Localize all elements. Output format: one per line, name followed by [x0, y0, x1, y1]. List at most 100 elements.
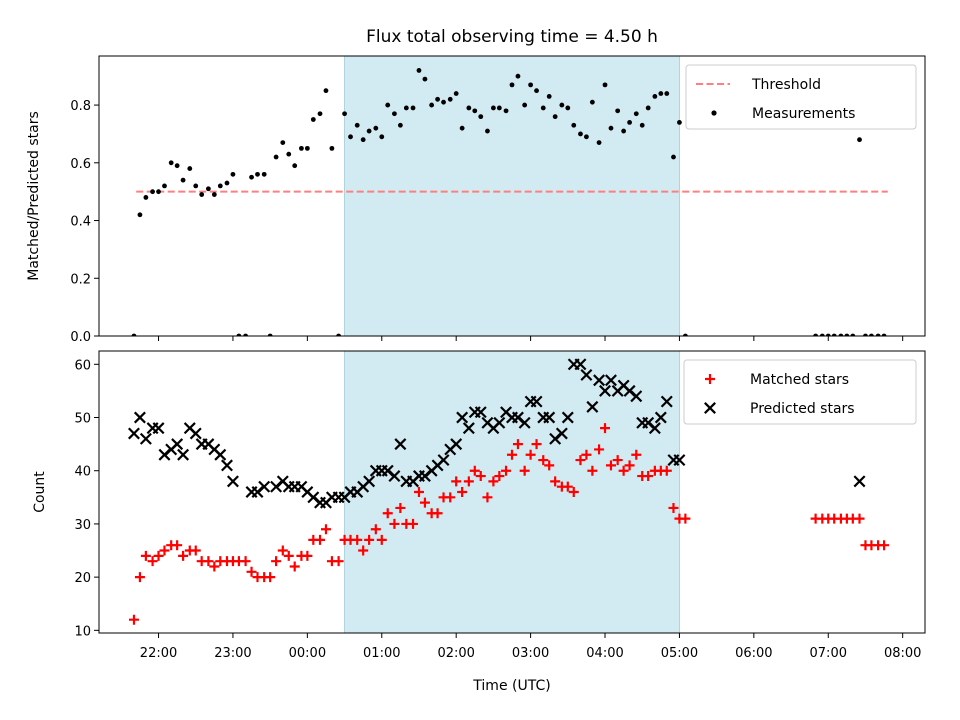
predicted-star-point: [555, 427, 568, 440]
measurement-point: [441, 99, 446, 105]
matched-star-point: [153, 550, 164, 561]
measurement-point: [329, 145, 335, 151]
predicted-star-point: [177, 448, 190, 461]
predicted-star-point: [214, 448, 227, 461]
y-tick-label: 0.2: [70, 272, 91, 287]
y-tick-label: 40: [74, 465, 91, 480]
predicted-star-point: [388, 470, 401, 483]
measurement-point: [224, 180, 230, 186]
measurement-point: [596, 140, 602, 145]
measurement-point: [813, 333, 819, 336]
measurement-point: [546, 94, 552, 99]
predicted-star-point: [437, 454, 450, 467]
matched-star-point: [661, 465, 672, 476]
measurement-point: [162, 183, 167, 189]
x-tick-label: 08:00: [884, 646, 921, 661]
y-tick-label: 10: [74, 624, 91, 639]
matched-star-point: [568, 487, 579, 497]
matched-star-point: [445, 492, 456, 503]
matched-star-point: [612, 455, 623, 466]
matched-star-point: [854, 513, 865, 524]
legend-label: Measurements: [752, 106, 855, 122]
measurement-point: [819, 333, 825, 336]
measurement-point: [156, 189, 161, 195]
measurement-point: [682, 333, 688, 336]
matched-star-point: [333, 556, 344, 567]
measurement-point: [658, 91, 664, 96]
matched-star-point: [475, 471, 486, 482]
matched-star-point: [320, 524, 331, 535]
predicted-star-point: [561, 411, 574, 424]
measurement-point: [838, 333, 844, 336]
measurement-point: [410, 105, 416, 111]
measurement-point: [317, 111, 323, 117]
measurement-point: [137, 212, 143, 218]
measurement-point: [639, 122, 645, 128]
measurement-point: [863, 333, 868, 336]
y-tick-label: 30: [74, 518, 91, 533]
predicted-star-point: [394, 438, 407, 451]
measurement-point: [565, 105, 571, 111]
measurement-point: [261, 171, 267, 177]
measurement-point: [286, 151, 292, 157]
matched-star-point: [631, 449, 642, 460]
predicted-star-point: [580, 368, 593, 381]
measurement-point: [249, 174, 254, 180]
predicted-star-point: [221, 459, 233, 472]
measurement-point: [652, 94, 658, 99]
matched-star-point: [600, 423, 611, 434]
measurement-point: [831, 333, 837, 336]
measurement-point: [621, 128, 627, 134]
measurement-point: [645, 105, 651, 111]
measurement-point: [496, 105, 502, 111]
matched-star-point: [315, 534, 326, 545]
matched-star-point: [370, 524, 381, 535]
matched-star-point: [246, 566, 257, 577]
predicted-star-point: [654, 411, 667, 424]
predicted-star-point: [226, 475, 239, 488]
matched-star-point: [159, 545, 170, 556]
matched-star-point: [389, 518, 400, 529]
bottom-legend: Matched stars Predicted stars: [683, 359, 917, 425]
legend-box: [683, 359, 917, 425]
measurement-point: [143, 195, 149, 200]
x-tick-label: 02:00: [437, 646, 474, 661]
predicted-star-point: [171, 438, 184, 451]
matched-star-point: [209, 561, 220, 572]
y-tick-label: 0.0: [70, 330, 91, 345]
measurement-point: [466, 105, 472, 111]
measurement-point: [589, 99, 595, 105]
matched-star-point: [501, 465, 512, 476]
matched-star-point: [289, 561, 300, 572]
measurement-point: [671, 154, 676, 160]
measurement-point: [310, 117, 316, 122]
matched-star-point: [283, 550, 294, 561]
measurement-point: [522, 102, 528, 108]
legend-measurement-swatch: [711, 110, 717, 116]
measurement-point: [217, 183, 223, 189]
measurement-point: [528, 82, 534, 88]
matched-star-point: [376, 534, 387, 545]
measurement-point: [373, 125, 379, 131]
measurement-point: [150, 189, 155, 195]
measurement-point: [354, 122, 360, 128]
measurement-point: [422, 76, 428, 82]
measurement-point: [552, 114, 558, 120]
measurement-point: [850, 333, 856, 336]
predicted-star-point: [853, 475, 866, 488]
matched-star-point: [408, 518, 419, 529]
matched-star-point: [525, 449, 536, 460]
matched-star-point: [519, 465, 530, 476]
matched-star-point: [605, 460, 616, 471]
predicted-star-point: [599, 384, 611, 397]
matched-star-point: [240, 556, 251, 567]
legend-predicted-swatch: [704, 402, 716, 414]
measurement-point: [584, 134, 589, 140]
measurement-point: [243, 333, 248, 336]
measurement-point: [571, 122, 577, 128]
legend-box: [685, 64, 917, 130]
matched-star-point: [302, 550, 313, 561]
matched-star-point: [358, 545, 369, 556]
predicted-star-point: [660, 395, 673, 408]
